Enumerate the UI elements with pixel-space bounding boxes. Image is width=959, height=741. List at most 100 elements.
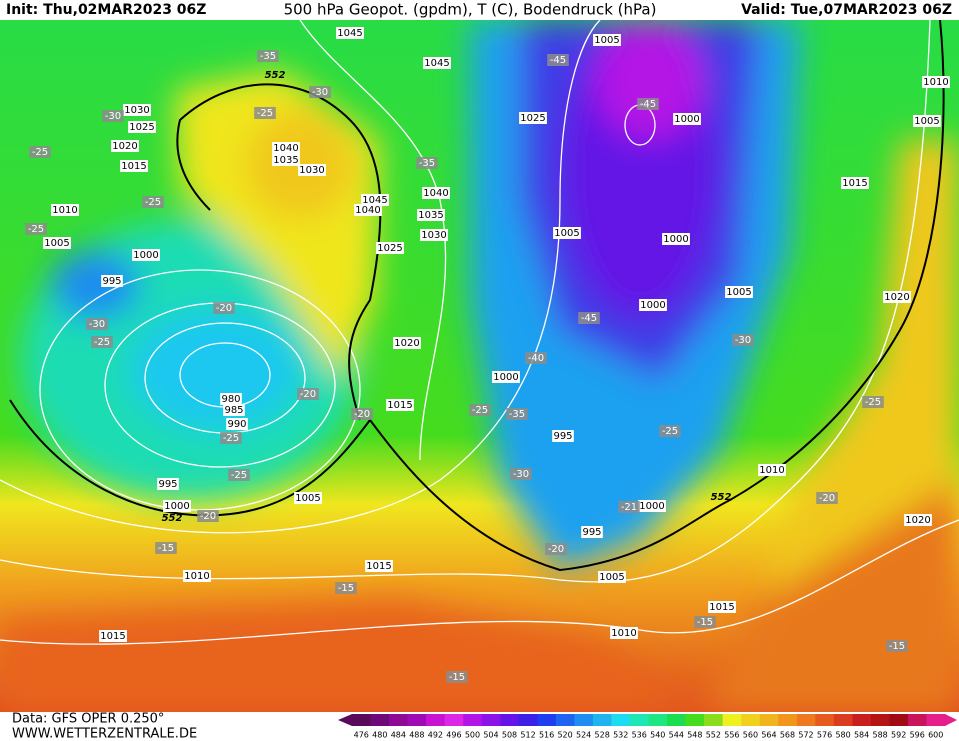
temperature-label-box xyxy=(886,640,908,652)
colorbar-swatch xyxy=(704,714,724,726)
temperature-label-box xyxy=(446,671,468,683)
colorbar-swatch xyxy=(481,714,501,726)
colorbar-swatch xyxy=(574,714,594,726)
temperature-label: -25 xyxy=(32,147,48,158)
colorbar-tick-label: 508 xyxy=(502,731,517,740)
temperature-label-box xyxy=(545,543,567,555)
isobar-label: 1040 xyxy=(273,143,298,154)
isobar-label-box xyxy=(272,142,300,154)
isobar-label-box xyxy=(120,160,148,172)
isobar-label: 1015 xyxy=(387,400,412,411)
isobar-label: 1010 xyxy=(611,628,636,639)
colorbar-tick-label: 516 xyxy=(539,731,554,740)
isobar-label-box xyxy=(598,571,626,583)
isobar-label-box xyxy=(422,187,450,199)
colorbar-tick-label: 564 xyxy=(761,731,776,740)
height-label: 552 xyxy=(265,70,286,81)
temperature-label: -15 xyxy=(449,672,465,683)
colorbar-tick-label: 532 xyxy=(613,731,628,740)
isobar-label-box xyxy=(673,113,701,125)
colorbar-tick-label: 548 xyxy=(687,731,702,740)
colorbar-swatch xyxy=(648,714,668,726)
isobar-label: 1000 xyxy=(639,501,664,512)
temperature-label: -20 xyxy=(548,544,564,555)
colorbar-tick-label: 496 xyxy=(446,731,461,740)
colorbar-swatch xyxy=(407,714,427,726)
temperature-label: -21 xyxy=(621,502,637,513)
colorbar-swatch xyxy=(870,714,890,726)
isobar-label: 1040 xyxy=(423,188,448,199)
isobar-label: 1025 xyxy=(520,113,545,124)
temperature-label: -15 xyxy=(697,617,713,628)
isobar-label-box xyxy=(593,34,621,46)
isobar-label-box xyxy=(220,393,242,405)
isobar-label-box xyxy=(294,492,322,504)
temperature-label-box xyxy=(91,336,113,348)
isobar-label: 1005 xyxy=(44,238,69,249)
temperature-label: -25 xyxy=(662,426,678,437)
isobar-label-box xyxy=(552,430,574,442)
isobar-label-box xyxy=(223,404,245,416)
colorbar-tick-label: 552 xyxy=(706,731,721,740)
isobar-label-box xyxy=(638,500,666,512)
isobar-label: 1015 xyxy=(842,178,867,189)
isobar-label: 1030 xyxy=(124,105,149,116)
temperature-label-box xyxy=(862,396,884,408)
colorbar-tick-label: 476 xyxy=(354,731,369,740)
temperature-label-box xyxy=(86,318,108,330)
isobar-label-box xyxy=(354,204,382,216)
isobar-label-box xyxy=(43,237,71,249)
isobar-label-box xyxy=(361,194,389,206)
colorbar-tick-label: 492 xyxy=(428,731,443,740)
isobar-label: 1010 xyxy=(184,571,209,582)
isobar-label: 995 xyxy=(102,276,121,287)
height-label: 552 xyxy=(711,492,732,503)
isobar-label: 1030 xyxy=(421,230,446,241)
isobar-label: 1000 xyxy=(133,250,158,261)
colorbar: 476 480 484 488 492 496 500 504 508 512 516 520 524 5… xyxy=(338,714,957,740)
temperature-label-box xyxy=(506,408,528,420)
temperature-label: -40 xyxy=(528,353,544,364)
colorbar-tick-label: 576 xyxy=(817,731,832,740)
isobar-label-box xyxy=(913,115,941,127)
isobar-label: 1020 xyxy=(112,141,137,152)
colorbar-swatch xyxy=(555,714,575,726)
temperature-label-box xyxy=(197,510,219,522)
colorbar-swatch xyxy=(426,714,446,726)
temperature-label: -25 xyxy=(257,108,273,119)
temperature-label: -20 xyxy=(216,303,232,314)
temperature-label-box xyxy=(618,501,640,513)
temperature-label: -20 xyxy=(819,493,835,504)
colorbar-tick-label: 572 xyxy=(798,731,813,740)
header-bar xyxy=(0,0,959,20)
colorbar-tick-label: 596 xyxy=(910,731,925,740)
colorbar-tick-label: 488 xyxy=(409,731,424,740)
isobar-label: 1000 xyxy=(493,372,518,383)
map-labels: 1045 1045 1005 1010 1030 1025 1020 1015 1010 1005… xyxy=(25,27,950,683)
temperature-label-box xyxy=(335,582,357,594)
temperature-label-box xyxy=(309,86,331,98)
colorbar-tick-label: 504 xyxy=(483,731,498,740)
colorbar-tick-label: 544 xyxy=(669,731,684,740)
isobar-label: 1015 xyxy=(709,602,734,613)
isobar-label-box xyxy=(553,227,581,239)
temperature-label: -15 xyxy=(889,641,905,652)
colorbar-tick-label: 500 xyxy=(465,731,480,740)
temperature-label-box xyxy=(578,312,600,324)
isobar-label: 980 xyxy=(221,394,240,405)
temperature-label: -45 xyxy=(640,99,656,110)
isobar-label: 995 xyxy=(553,431,572,442)
colorbar-swatch xyxy=(889,714,909,726)
isobar-label: 1020 xyxy=(884,292,909,303)
map-area: 1045 1045 1005 1010 1030 1025 1020 1015 1010 1005… xyxy=(0,20,959,712)
isobar-label: 1040 xyxy=(355,205,380,216)
isobar-label-box xyxy=(922,76,950,88)
isobar-label-box xyxy=(417,209,445,221)
temperature-label: -35 xyxy=(509,409,525,420)
colorbar-tick-label: 512 xyxy=(520,731,535,740)
colorbar-swatch xyxy=(500,714,520,726)
isobar-label: 995 xyxy=(582,527,601,538)
temperature-label-box xyxy=(29,146,51,158)
isobar-label-box xyxy=(904,514,932,526)
